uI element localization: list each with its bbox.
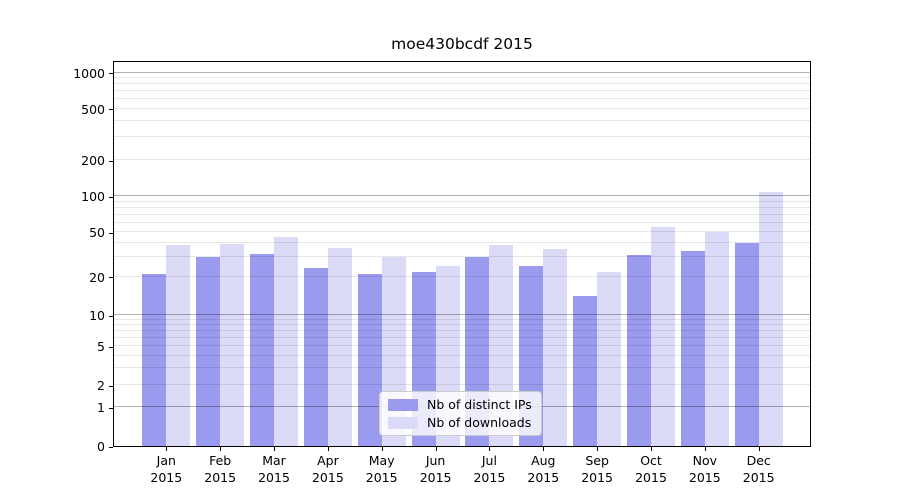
x-tick-label-jan: Jan 2015 — [150, 453, 183, 485]
x-tick-label-oct: Oct 2015 — [635, 453, 667, 485]
bar-downloads-feb — [220, 244, 245, 446]
x-tick-jun — [435, 447, 437, 451]
gridline-minor-800 — [114, 83, 810, 85]
gridline-minor-60 — [114, 221, 810, 223]
bar-downloads-jan — [166, 245, 191, 446]
bar-distinct-ips-dec — [734, 242, 759, 446]
plot-area: Nb of distinct IPs Nb of downloads — [113, 61, 811, 447]
gridline-minor-300 — [114, 136, 810, 138]
bar-downloads-oct — [650, 227, 675, 446]
y-tick-label-0: 0 — [97, 439, 105, 454]
bar-distinct-ips-oct — [626, 255, 651, 446]
y-tick-5 — [109, 346, 113, 348]
y-tick-500 — [109, 109, 113, 110]
x-tick-apr — [327, 447, 329, 451]
x-tick-feb — [220, 447, 222, 451]
y-tick-1000 — [109, 73, 113, 74]
x-tick-label-jul: Jul 2015 — [473, 453, 506, 485]
x-tick-label-aug: Aug 2015 — [527, 453, 560, 485]
x-tick-label-jun: Jun 2015 — [419, 453, 452, 485]
y-tick-2 — [109, 385, 113, 387]
x-tick-label-dec: Dec 2015 — [742, 453, 775, 485]
x-tick-oct — [651, 447, 652, 451]
gridline-minor-90 — [114, 200, 810, 202]
y-tick-label-10: 10 — [89, 308, 105, 323]
gridline-minor-700 — [114, 90, 810, 91]
gridline-minor-200 — [114, 159, 810, 160]
x-tick-label-may: May 2015 — [365, 453, 398, 485]
y-tick-label-2: 2 — [97, 378, 105, 393]
bar-distinct-ips-apr — [303, 267, 328, 446]
gridline-minor-80 — [114, 206, 810, 208]
gridline-minor-500 — [114, 107, 810, 109]
gridline-minor-900 — [114, 77, 810, 78]
bar-distinct-ips-sep — [573, 296, 598, 446]
x-tick-label-mar: Mar 2015 — [258, 453, 290, 485]
legend: Nb of distinct IPs Nb of downloads — [379, 391, 542, 436]
gridline-minor-70 — [114, 213, 810, 215]
legend-swatch-distinct-ips — [388, 398, 418, 411]
gridline-minor-400 — [114, 120, 810, 121]
y-tick-0 — [109, 446, 113, 448]
x-tick-label-feb: Feb 2015 — [204, 453, 237, 485]
gridline-major-1000 — [114, 71, 810, 73]
legend-row-distinct-ips: Nb of distinct IPs — [388, 397, 532, 412]
x-tick-jan — [166, 447, 168, 451]
legend-row-downloads: Nb of downloads — [388, 415, 532, 430]
legend-label-distinct-ips: Nb of distinct IPs — [427, 397, 532, 412]
y-tick-50 — [109, 232, 113, 234]
gridline-minor-600 — [114, 98, 810, 99]
x-tick-aug — [543, 447, 545, 451]
x-tick-label-sep: Sep 2015 — [581, 453, 613, 485]
bar-distinct-ips-may — [357, 274, 382, 446]
y-tick-label-5: 5 — [97, 339, 105, 354]
x-tick-label-nov: Nov 2015 — [688, 453, 721, 485]
bar-downloads-aug — [543, 249, 568, 446]
legend-swatch-downloads — [388, 416, 418, 429]
gridline-major-100 — [114, 195, 810, 196]
y-tick-label-200: 200 — [81, 153, 105, 168]
x-tick-sep — [597, 447, 599, 451]
x-tick-jul — [489, 447, 491, 451]
y-tick-200 — [109, 160, 113, 162]
bar-distinct-ips-jan — [142, 274, 167, 446]
y-tick-10 — [109, 315, 113, 317]
y-tick-1 — [109, 407, 113, 409]
bar-distinct-ips-feb — [196, 256, 221, 446]
bar-downloads-apr — [327, 248, 352, 446]
x-tick-label-apr: Apr 2015 — [311, 453, 344, 485]
chart-title: moe430bcdf 2015 — [391, 35, 533, 53]
y-tick-label-500: 500 — [81, 101, 105, 117]
x-tick-nov — [704, 447, 706, 451]
x-tick-dec — [758, 447, 760, 451]
bar-downloads-mar — [274, 237, 298, 446]
bar-downloads-sep — [597, 271, 622, 446]
bar-downloads-nov — [704, 232, 729, 446]
bar-distinct-ips-mar — [250, 253, 274, 446]
y-tick-label-20: 20 — [89, 269, 105, 285]
y-tick-label-1: 1 — [97, 400, 105, 415]
bar-downloads-dec — [758, 191, 783, 446]
y-tick-100 — [109, 196, 113, 198]
x-tick-mar — [274, 447, 275, 451]
y-tick-label-1000: 1000 — [73, 65, 105, 81]
x-tick-may — [381, 447, 383, 451]
y-tick-label-100: 100 — [81, 189, 105, 204]
y-tick-20 — [109, 277, 113, 278]
y-tick-label-50: 50 — [89, 225, 105, 240]
legend-label-downloads: Nb of downloads — [427, 415, 532, 430]
bar-distinct-ips-nov — [680, 250, 705, 446]
